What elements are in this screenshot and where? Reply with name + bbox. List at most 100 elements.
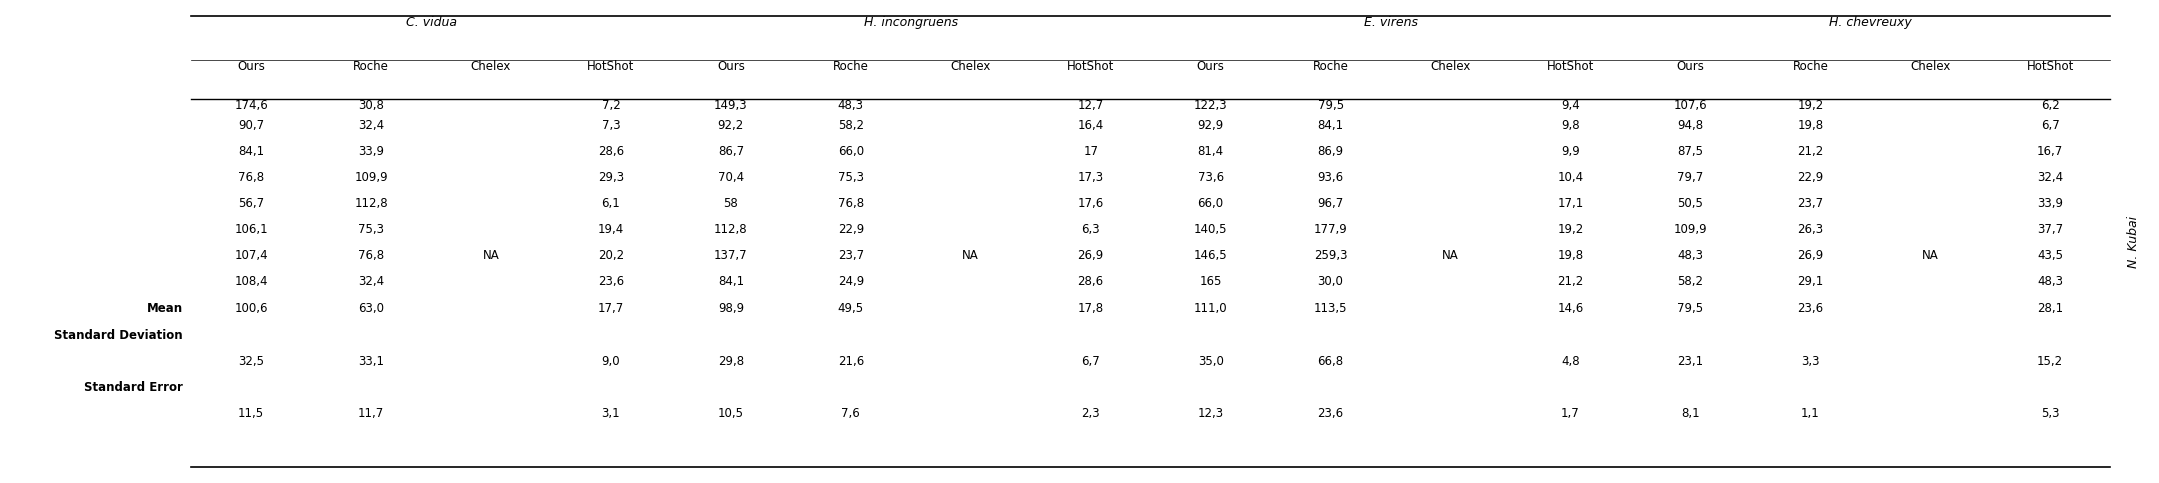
Text: Roche: Roche <box>1313 60 1349 73</box>
Text: 7,6: 7,6 <box>842 407 859 420</box>
Text: 17,1: 17,1 <box>1557 197 1583 210</box>
Text: 2,3: 2,3 <box>1082 407 1099 420</box>
Text: Chelex: Chelex <box>471 60 512 73</box>
Text: 49,5: 49,5 <box>838 301 864 314</box>
Text: 146,5: 146,5 <box>1194 249 1228 262</box>
Text: 12,7: 12,7 <box>1077 99 1103 113</box>
Text: 23,1: 23,1 <box>1678 355 1703 368</box>
Text: 21,2: 21,2 <box>1796 145 1824 158</box>
Text: 86,9: 86,9 <box>1317 145 1343 158</box>
Text: HotShot: HotShot <box>587 60 635 73</box>
Text: Ours: Ours <box>237 60 266 73</box>
Text: 24,9: 24,9 <box>838 275 864 288</box>
Text: 140,5: 140,5 <box>1194 223 1226 236</box>
Text: 79,5: 79,5 <box>1678 301 1703 314</box>
Text: 17,6: 17,6 <box>1077 197 1103 210</box>
Text: 17,7: 17,7 <box>598 301 624 314</box>
Text: 63,0: 63,0 <box>358 301 384 314</box>
Text: 35,0: 35,0 <box>1198 355 1224 368</box>
Text: 109,9: 109,9 <box>1673 223 1708 236</box>
Text: HotShot: HotShot <box>1546 60 1593 73</box>
Text: 33,1: 33,1 <box>358 355 384 368</box>
Text: 19,8: 19,8 <box>1557 249 1583 262</box>
Text: 48,3: 48,3 <box>838 99 864 113</box>
Text: 28,6: 28,6 <box>1077 275 1103 288</box>
Text: 79,5: 79,5 <box>1317 99 1343 113</box>
Text: 29,8: 29,8 <box>717 355 745 368</box>
Text: 5,3: 5,3 <box>2040 407 2060 420</box>
Text: 28,1: 28,1 <box>2038 301 2064 314</box>
Text: 48,3: 48,3 <box>2038 275 2064 288</box>
Text: 76,8: 76,8 <box>237 171 263 184</box>
Text: NA: NA <box>963 249 980 262</box>
Text: 3,3: 3,3 <box>1801 355 1820 368</box>
Text: HotShot: HotShot <box>1067 60 1114 73</box>
Text: 58: 58 <box>723 197 738 210</box>
Text: 32,4: 32,4 <box>358 275 384 288</box>
Text: E. virens: E. virens <box>1364 16 1418 29</box>
Text: NA: NA <box>1922 249 1939 262</box>
Text: 21,6: 21,6 <box>838 355 864 368</box>
Text: 75,3: 75,3 <box>358 223 384 236</box>
Text: 58,2: 58,2 <box>1678 275 1703 288</box>
Text: 19,2: 19,2 <box>1557 223 1583 236</box>
Text: 17: 17 <box>1084 145 1099 158</box>
Text: 14,6: 14,6 <box>1557 301 1583 314</box>
Text: 94,8: 94,8 <box>1678 119 1703 132</box>
Text: 66,0: 66,0 <box>838 145 864 158</box>
Text: 149,3: 149,3 <box>715 99 747 113</box>
Text: 73,6: 73,6 <box>1198 171 1224 184</box>
Text: 6,3: 6,3 <box>1082 223 1099 236</box>
Text: 15,2: 15,2 <box>2038 355 2064 368</box>
Text: 108,4: 108,4 <box>235 275 268 288</box>
Text: 21,2: 21,2 <box>1557 275 1583 288</box>
Text: 112,8: 112,8 <box>715 223 747 236</box>
Text: 6,7: 6,7 <box>1082 355 1101 368</box>
Text: 7,2: 7,2 <box>602 99 620 113</box>
Text: 75,3: 75,3 <box>838 171 864 184</box>
Text: 23,6: 23,6 <box>598 275 624 288</box>
Text: 84,1: 84,1 <box>1317 119 1343 132</box>
Text: Chelex: Chelex <box>950 60 991 73</box>
Text: Ours: Ours <box>1675 60 1703 73</box>
Text: 111,0: 111,0 <box>1194 301 1228 314</box>
Text: 23,7: 23,7 <box>1796 197 1824 210</box>
Text: 12,3: 12,3 <box>1198 407 1224 420</box>
Text: 56,7: 56,7 <box>237 197 263 210</box>
Text: 9,0: 9,0 <box>602 355 620 368</box>
Text: 48,3: 48,3 <box>1678 249 1703 262</box>
Text: 29,1: 29,1 <box>1796 275 1824 288</box>
Text: 4,8: 4,8 <box>1561 355 1580 368</box>
Text: 122,3: 122,3 <box>1194 99 1228 113</box>
Text: 32,5: 32,5 <box>237 355 263 368</box>
Text: H. chevreuxy: H. chevreuxy <box>1829 16 1911 29</box>
Text: 1,7: 1,7 <box>1561 407 1580 420</box>
Text: 3,1: 3,1 <box>602 407 620 420</box>
Text: 33,9: 33,9 <box>2038 197 2064 210</box>
Text: 43,5: 43,5 <box>2038 249 2064 262</box>
Text: 10,5: 10,5 <box>717 407 745 420</box>
Text: 17,8: 17,8 <box>1077 301 1103 314</box>
Text: 22,9: 22,9 <box>838 223 864 236</box>
Text: 26,9: 26,9 <box>1796 249 1824 262</box>
Text: 29,3: 29,3 <box>598 171 624 184</box>
Text: Roche: Roche <box>833 60 868 73</box>
Text: 10,4: 10,4 <box>1557 171 1583 184</box>
Text: 50,5: 50,5 <box>1678 197 1703 210</box>
Text: 98,9: 98,9 <box>717 301 745 314</box>
Text: 112,8: 112,8 <box>354 197 389 210</box>
Text: 9,9: 9,9 <box>1561 145 1580 158</box>
Text: 96,7: 96,7 <box>1317 197 1343 210</box>
Text: 20,2: 20,2 <box>598 249 624 262</box>
Text: 66,8: 66,8 <box>1317 355 1343 368</box>
Text: Ours: Ours <box>1196 60 1224 73</box>
Text: 8,1: 8,1 <box>1682 407 1699 420</box>
Text: Ours: Ours <box>717 60 745 73</box>
Text: 92,9: 92,9 <box>1198 119 1224 132</box>
Text: 26,3: 26,3 <box>1796 223 1824 236</box>
Text: 66,0: 66,0 <box>1198 197 1224 210</box>
Text: NA: NA <box>484 249 499 262</box>
Text: 6,7: 6,7 <box>2040 119 2060 132</box>
Text: 92,2: 92,2 <box>717 119 745 132</box>
Text: 84,1: 84,1 <box>717 275 745 288</box>
